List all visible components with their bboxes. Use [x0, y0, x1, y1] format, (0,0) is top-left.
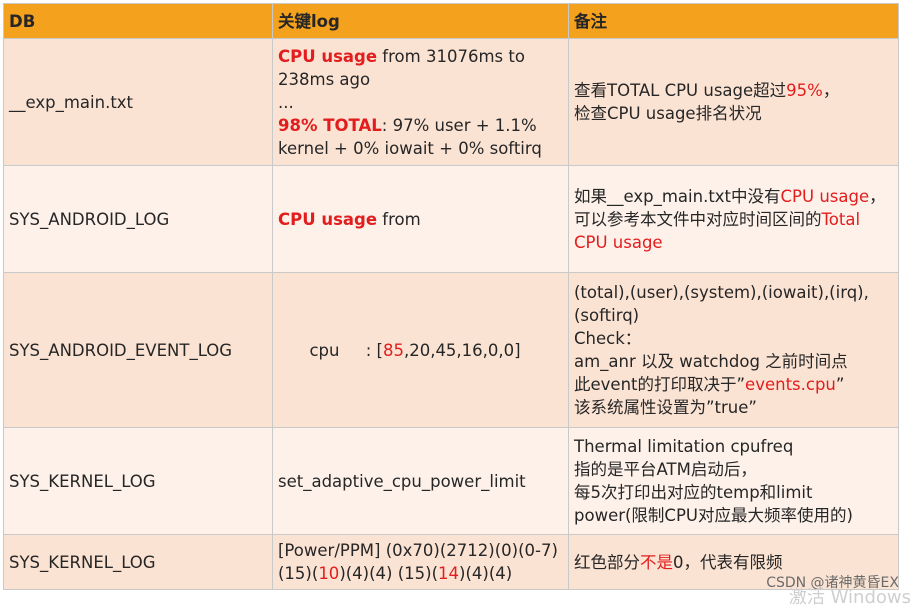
note-text: Check： [574, 329, 642, 348]
note-red-text: CPU usage [780, 186, 870, 206]
log-red-text: 10 [318, 564, 340, 583]
note-text: ” [835, 375, 845, 394]
note-text: Thermal limitation cpufreq [574, 437, 794, 456]
log-cell: CPU usage from 31076ms to 238ms ago ... … [272, 38, 569, 166]
log-red-text: CPU usage [278, 46, 378, 66]
log-text: : 97% user + 1.1% kernel + 0% iowait + 0… [278, 115, 542, 158]
note-text: (total),(user),(system),(iowait),(irq),(… [574, 283, 869, 325]
log-red-text: 14 [438, 564, 460, 583]
note-text: ， [822, 81, 840, 100]
note-red-text: Total CPU usage [574, 209, 861, 252]
log-cell: set_adaptive_cpu_power_limit [272, 427, 569, 535]
note-cell: 红色部分不是0，代表有限频 [568, 534, 899, 590]
log-text: )(4)(4) (15)( [339, 564, 439, 583]
log-text: [Power/PPM] (0x70)(2712)(0)(0-7)(15)( [278, 541, 558, 583]
log-text: ,20,45,16,0,0] [403, 340, 521, 360]
table-row: SYS_KERNEL_LOG set_adaptive_cpu_power_li… [3, 427, 899, 535]
db-cell: SYS_ANDROID_LOG [3, 165, 273, 273]
log-cell: cpu : [85,20,45,16,0,0] [272, 272, 569, 428]
note-red-text: 95% [786, 81, 823, 100]
note-text: 检查CPU usage排名状况 [574, 104, 762, 123]
header-row: DB 关键log 备注 [3, 3, 899, 39]
log-text: ... [278, 92, 294, 112]
header-note: 备注 [568, 3, 899, 39]
table-row: SYS_KERNEL_LOG [Power/PPM] (0x70)(2712)(… [3, 534, 899, 590]
note-text: 此event的打印取决于” [574, 375, 746, 394]
log-cell: CPU usage from [272, 165, 569, 273]
log-cell: [Power/PPM] (0x70)(2712)(0)(0-7)(15)(10)… [272, 534, 569, 590]
table-row: SYS_ANDROID_LOG CPU usage from 如果__exp_m… [3, 165, 899, 273]
note-text: 指的是平台ATM启动后， [574, 460, 757, 479]
csdn-watermark: CSDN @诸神黄昏EX [766, 575, 899, 591]
log-text: from 31076ms to 238ms ago [278, 46, 525, 89]
log-red-text: CPU usage [278, 209, 378, 229]
note-text: power(限制CPU对应最大频率使用的) [574, 506, 853, 525]
note-cell: Thermal limitation cpufreq 指的是平台ATM启动后， … [568, 427, 899, 535]
table-row: __exp_main.txt CPU usage from 31076ms to… [3, 38, 899, 166]
table-row: SYS_ANDROID_EVENT_LOG cpu : [85,20,45,16… [3, 272, 899, 428]
note-cell: (total),(user),(system),(iowait),(irq),(… [568, 272, 899, 428]
note-text: 红色部分 [574, 552, 640, 572]
db-cell: __exp_main.txt [3, 38, 273, 166]
note-text: 如果__exp_main.txt中没有 [574, 186, 781, 206]
header-db: DB [3, 3, 273, 39]
header-log: 关键log [272, 3, 569, 39]
db-cell: SYS_ANDROID_EVENT_LOG [3, 272, 273, 428]
note-text: am_anr 以及 watchdog 之前时间点 [574, 352, 848, 371]
log-red-text: 85 [382, 340, 404, 360]
note-cell: 查看TOTAL CPU usage超过95%， 检查CPU usage排名状况 [568, 38, 899, 166]
db-cell: SYS_KERNEL_LOG [3, 534, 273, 590]
note-text: 0，代表有限频 [673, 552, 783, 572]
note-text: 该系统属性设置为”true” [574, 398, 757, 417]
log-text: from [377, 209, 421, 229]
note-red-text: events.cpu [745, 375, 836, 394]
note-text: 可以参考本文件中对应时间区间的 [574, 209, 822, 229]
cpu-log-table: DB 关键log 备注 __exp_main.txt CPU usage fro… [3, 3, 899, 590]
note-red-text: 不是 [640, 552, 673, 572]
note-text: ， [869, 186, 886, 206]
db-cell: SYS_KERNEL_LOG [3, 427, 273, 535]
note-text: 每5次打印出对应的temp和limit [574, 483, 813, 502]
windows-activation-watermark: 激活 Windows [788, 587, 911, 608]
log-text: cpu : [ [309, 340, 383, 360]
note-cell: 如果__exp_main.txt中没有CPU usage， 可以参考本文件中对应… [568, 165, 899, 273]
log-text: )(4)(4) [459, 564, 513, 583]
log-red-text: 98% TOTAL [278, 115, 382, 135]
note-text: 查看TOTAL CPU usage超过 [574, 81, 787, 100]
